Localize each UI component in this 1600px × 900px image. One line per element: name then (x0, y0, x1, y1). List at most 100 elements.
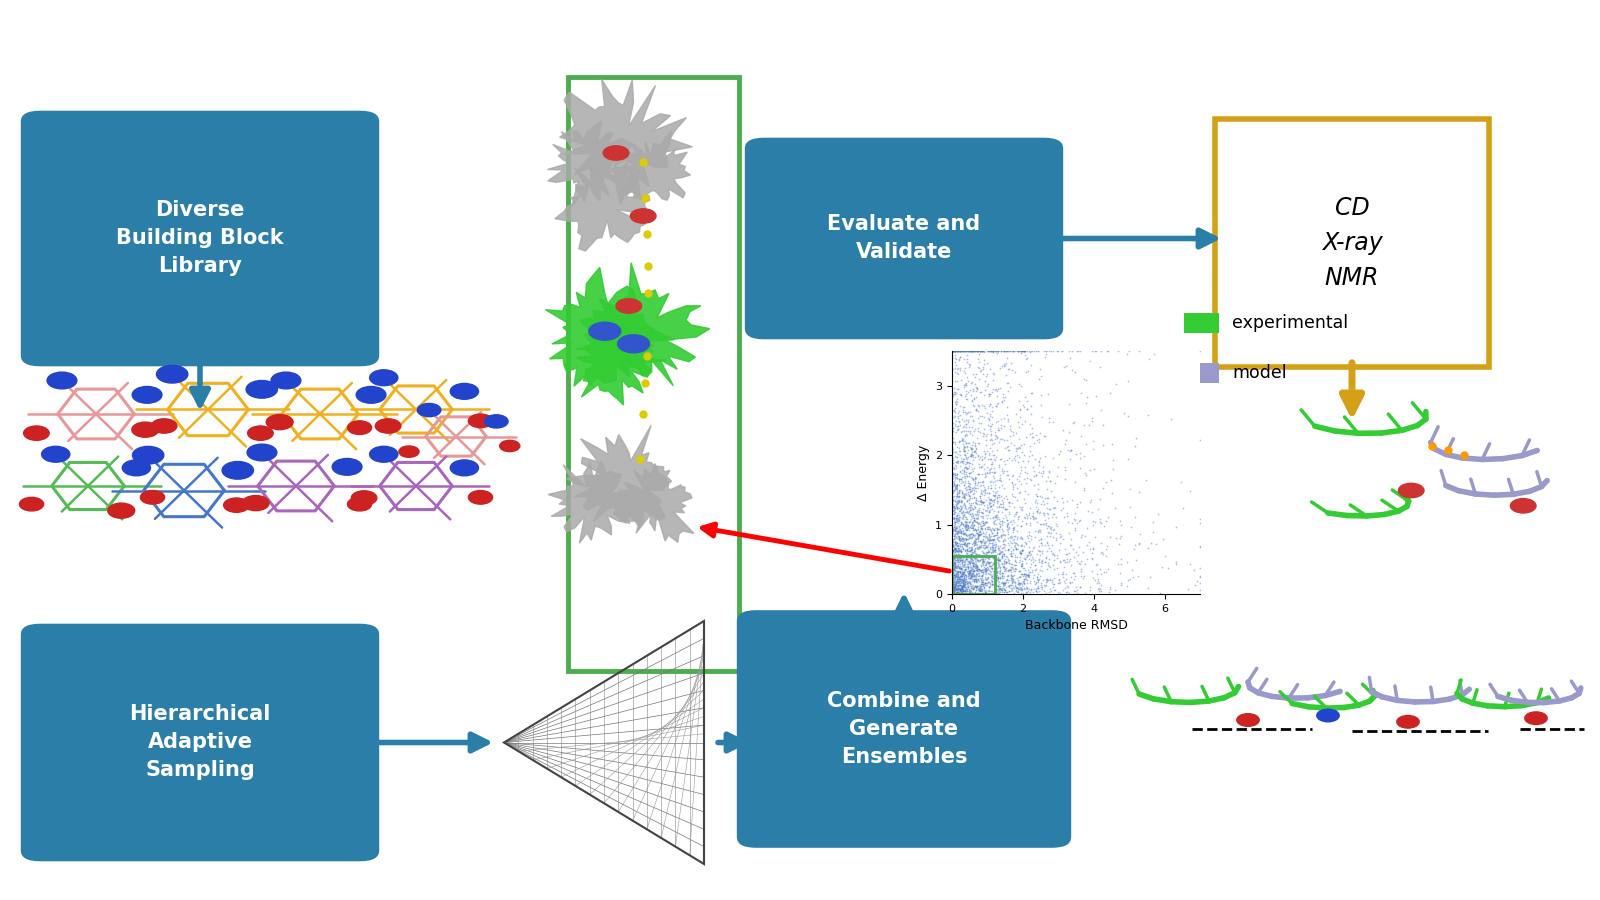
Point (939, 507, 965, 521)
Point (979, 543, 1005, 557)
Point (1067, 450, 1093, 464)
Point (973, 583, 998, 598)
Point (1000, 344, 1026, 358)
Point (963, 449, 989, 464)
Point (1096, 509, 1122, 524)
Point (978, 570, 1003, 584)
Point (1035, 538, 1061, 553)
Point (987, 575, 1013, 590)
Point (942, 548, 968, 562)
Point (955, 567, 981, 581)
Point (942, 513, 968, 527)
Point (1000, 344, 1026, 358)
Point (997, 344, 1022, 358)
Point (954, 436, 979, 450)
Point (958, 543, 984, 557)
Point (1125, 569, 1150, 583)
Point (976, 387, 1002, 401)
Point (978, 546, 1003, 561)
Circle shape (347, 421, 371, 435)
Point (974, 344, 1000, 358)
Point (965, 344, 990, 358)
Point (1010, 398, 1035, 412)
Point (1037, 501, 1062, 516)
Point (992, 582, 1018, 597)
Point (957, 586, 982, 600)
Point (960, 538, 986, 553)
Point (981, 537, 1006, 552)
Point (987, 519, 1013, 534)
Point (941, 501, 966, 516)
Point (1037, 464, 1062, 478)
Point (979, 456, 1005, 471)
Point (968, 538, 994, 553)
Point (986, 572, 1011, 586)
Point (998, 363, 1024, 377)
Point (1027, 362, 1053, 376)
Point (944, 520, 970, 535)
Point (958, 531, 984, 545)
Point (1000, 513, 1026, 527)
Point (949, 569, 974, 583)
Point (978, 492, 1003, 507)
Point (1006, 441, 1032, 455)
Point (984, 557, 1010, 572)
Point (941, 506, 966, 520)
Point (941, 583, 966, 598)
Point (1083, 558, 1109, 572)
Point (942, 540, 968, 554)
Point (962, 534, 987, 548)
Point (987, 518, 1013, 533)
Point (942, 586, 968, 600)
Point (1010, 583, 1035, 598)
Point (957, 405, 982, 419)
Point (1002, 554, 1027, 569)
Point (981, 521, 1006, 535)
Point (968, 583, 994, 598)
Point (1021, 436, 1046, 450)
Point (963, 493, 989, 508)
Point (947, 568, 973, 582)
Point (963, 562, 989, 576)
Point (978, 407, 1003, 421)
Point (957, 567, 982, 581)
Point (970, 538, 995, 553)
Point (995, 521, 1021, 535)
Point (947, 495, 973, 509)
Point (1026, 435, 1051, 449)
Point (1061, 416, 1086, 430)
Point (963, 585, 989, 599)
Point (957, 479, 982, 493)
Point (989, 478, 1014, 492)
Point (949, 515, 974, 529)
Point (947, 522, 973, 536)
Point (952, 476, 978, 491)
Point (958, 442, 984, 456)
Point (981, 461, 1006, 475)
Point (950, 572, 976, 586)
Point (1029, 491, 1054, 505)
Point (978, 362, 1003, 376)
Point (941, 543, 966, 557)
Point (955, 575, 981, 590)
Point (1026, 553, 1051, 567)
Point (1080, 514, 1106, 528)
Point (966, 489, 992, 503)
Point (966, 344, 992, 358)
Point (952, 471, 978, 485)
Point (998, 572, 1024, 586)
Circle shape (122, 460, 150, 476)
Point (970, 553, 995, 567)
Point (939, 499, 965, 513)
Point (952, 575, 978, 590)
Point (981, 544, 1006, 559)
Point (944, 485, 970, 500)
Point (941, 558, 966, 572)
Point (958, 544, 984, 559)
Point (954, 518, 979, 533)
Point (947, 536, 973, 551)
Point (978, 533, 1003, 547)
Point (973, 516, 998, 530)
Point (973, 525, 998, 539)
Point (968, 562, 994, 577)
